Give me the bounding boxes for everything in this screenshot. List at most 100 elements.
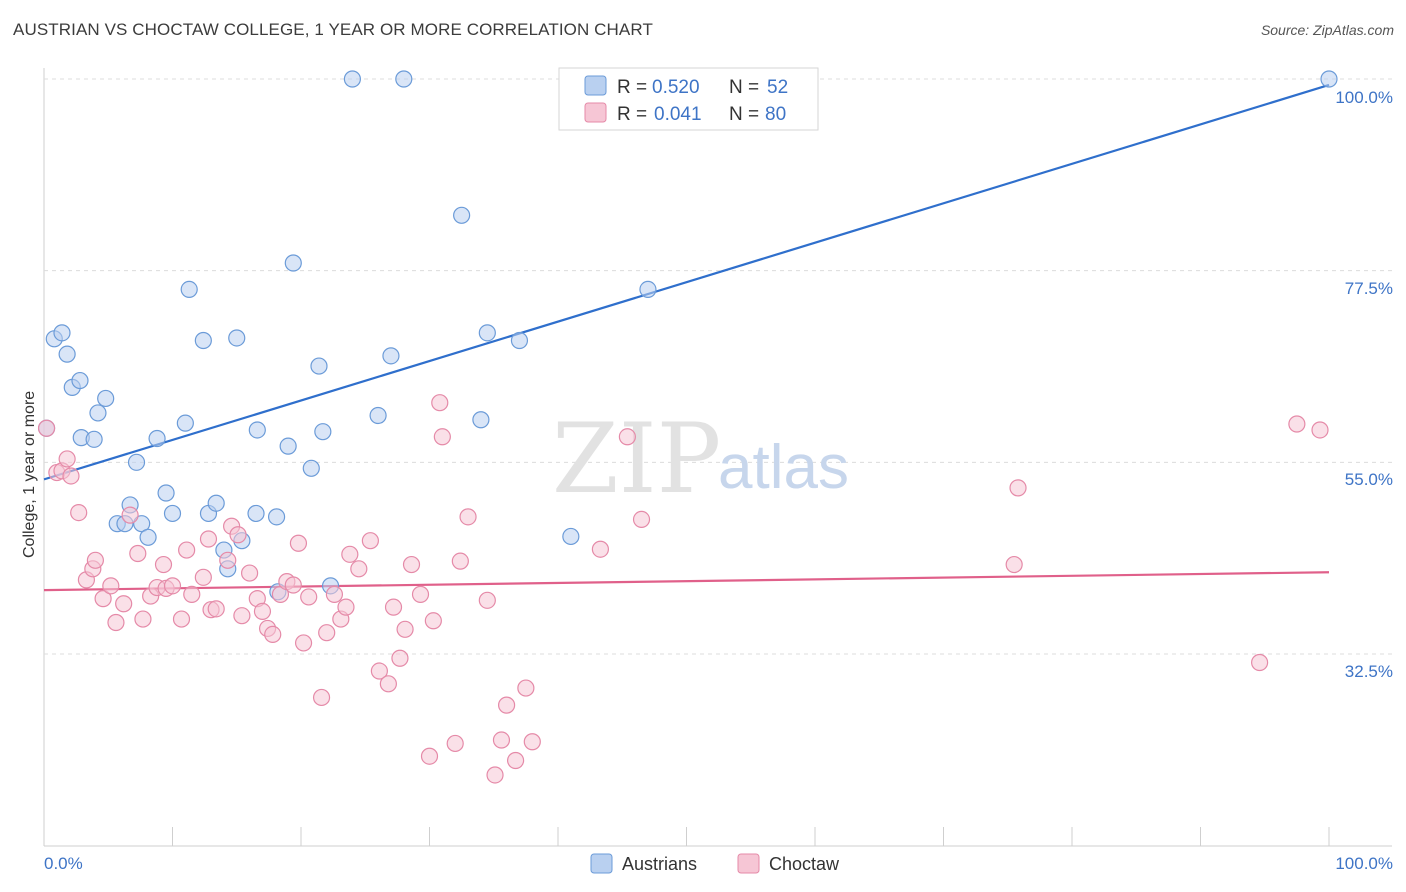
y-tick-label-32-5: 32.5% xyxy=(1345,662,1393,681)
choctaw-point xyxy=(183,585,201,603)
austrians-point xyxy=(510,331,529,350)
legend-r-value-austrians: 0.520 xyxy=(652,77,700,98)
choctaw-point xyxy=(129,544,147,563)
austrians-point xyxy=(395,70,413,88)
choctaw-point xyxy=(229,526,247,544)
y-tick-label-77-5: 77.5% xyxy=(1345,279,1393,298)
legend-r-label-austrians: R = xyxy=(617,77,647,98)
austrians-point xyxy=(89,404,107,422)
x-tick-label-100: 100.0% xyxy=(1335,854,1393,873)
austrians-point xyxy=(472,411,490,429)
choctaw-point xyxy=(233,607,251,625)
choctaw-point xyxy=(312,688,331,707)
legend-swatch-austrians xyxy=(584,75,607,96)
austrians-point xyxy=(207,494,225,512)
choctaw-point xyxy=(424,612,442,630)
austrians-point xyxy=(314,423,332,441)
choctaw-point xyxy=(492,731,511,749)
austrians-point xyxy=(58,345,76,363)
austrians-point xyxy=(267,508,286,526)
choctaw-point xyxy=(264,625,282,644)
trend-lines xyxy=(43,83,1330,592)
austrians-point xyxy=(310,357,328,375)
austrians-point xyxy=(157,484,175,502)
choctaw-point xyxy=(115,595,133,613)
choctaw-point xyxy=(207,600,225,618)
x-tick-label-0: 0.0% xyxy=(44,854,83,873)
choctaw-point xyxy=(86,551,105,569)
legend-r-value-choctaw: 0.041 xyxy=(654,104,702,125)
bottom-legend-label-choctaw: Choctaw xyxy=(769,854,840,874)
austrians-point xyxy=(127,453,146,471)
austrians-point xyxy=(163,504,182,523)
choctaw-point xyxy=(194,568,212,586)
choctaw-point xyxy=(446,734,464,753)
bottom-legend-label-austrians: Austrians xyxy=(622,854,697,874)
austrians-point xyxy=(284,254,302,272)
austrians-point xyxy=(71,371,89,390)
source-label: Source: ZipAtlas.com xyxy=(1260,22,1394,38)
choctaw-point xyxy=(289,534,308,552)
austrians-point xyxy=(139,528,157,546)
choctaw-point xyxy=(384,598,403,616)
austrians-point xyxy=(382,347,400,365)
choctaw-point xyxy=(58,450,76,468)
legend-r-label-choctaw: R = xyxy=(617,104,647,125)
choctaw-point xyxy=(300,588,318,606)
choctaw-point xyxy=(431,394,449,412)
legend-n-label-choctaw: N = xyxy=(729,104,759,125)
austrians-point xyxy=(228,329,246,347)
austrians-point xyxy=(279,437,297,455)
choctaw-point xyxy=(420,747,439,765)
choctaw-point xyxy=(1288,415,1306,433)
choctaw-point xyxy=(459,508,477,526)
choctaw-point xyxy=(1311,421,1329,439)
choctaw-point xyxy=(411,585,430,603)
choctaw-point xyxy=(517,679,535,697)
austrians-point xyxy=(176,414,194,432)
chart-title: AUSTRIAN VS CHOCTAW COLLEGE, 1 YEAR OR M… xyxy=(13,20,653,39)
x-axis-ticks xyxy=(43,827,1330,846)
legend-box: R = 0.520 N = 52 R = 0.041 N = 80 xyxy=(558,67,819,131)
choctaw-point xyxy=(341,545,359,563)
choctaw-point xyxy=(433,428,451,446)
watermark-atlas: atlas xyxy=(718,433,849,502)
choctaw-point xyxy=(632,510,651,529)
choctaw-point xyxy=(451,552,469,570)
choctaw-point xyxy=(402,555,421,574)
choctaw-point xyxy=(294,634,313,652)
choctaw-point xyxy=(37,419,56,437)
choctaw-point xyxy=(1005,555,1023,574)
choctaw-point xyxy=(178,541,196,559)
austrians-point xyxy=(343,70,361,88)
choctaw-point xyxy=(62,467,80,485)
choctaw-point xyxy=(350,560,368,578)
austrians-point xyxy=(248,421,266,439)
choctaw-point xyxy=(361,532,379,550)
bottom-legend: Austrians Choctaw xyxy=(590,853,840,874)
choctaw-point xyxy=(70,503,88,522)
choctaw-point xyxy=(478,591,496,609)
choctaw-point xyxy=(396,620,414,638)
austrians-point xyxy=(247,504,265,523)
choctaw-point xyxy=(284,576,302,594)
choctaw-point xyxy=(1009,479,1027,497)
austrians-point xyxy=(639,280,657,299)
choctaw-point xyxy=(102,577,120,595)
legend-n-value-austrians: 52 xyxy=(767,77,788,98)
choctaw-point xyxy=(523,733,541,751)
choctaw-point xyxy=(486,766,504,784)
choctaw-point xyxy=(325,585,344,603)
austrians-point xyxy=(562,527,580,546)
choctaw-point xyxy=(94,590,112,608)
choctaw-point xyxy=(391,649,409,667)
choctaw-point xyxy=(337,598,355,616)
choctaw-point xyxy=(498,696,516,714)
choctaw-point xyxy=(318,624,336,642)
choctaw-point xyxy=(241,564,259,582)
bottom-legend-swatch-choctaw xyxy=(737,853,760,874)
austrians-point xyxy=(148,429,166,448)
y-tick-label-55: 55.0% xyxy=(1345,470,1393,489)
austrians-point xyxy=(302,459,320,477)
